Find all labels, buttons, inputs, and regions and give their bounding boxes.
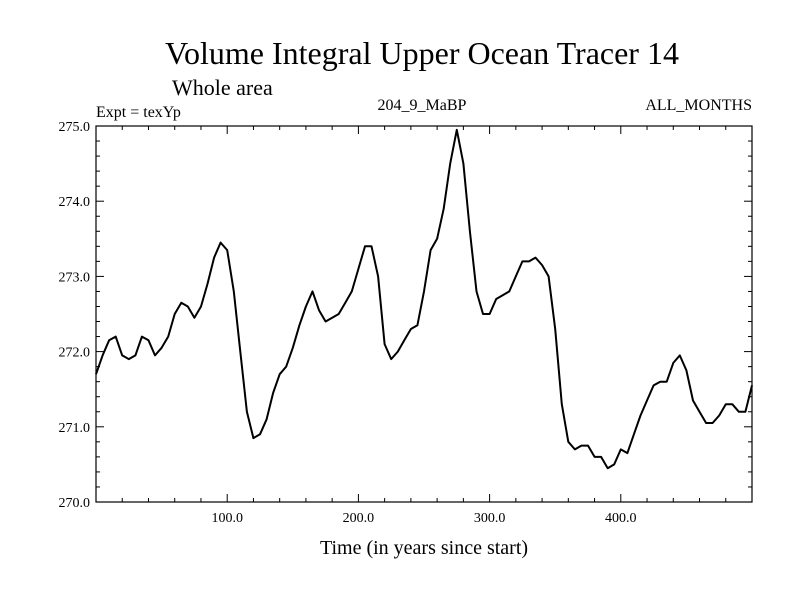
x-tick-label: 300.0 (474, 511, 506, 526)
x-axis-label: Time (in years since start) (320, 537, 528, 559)
y-tick-label: 275.0 (59, 120, 91, 135)
chart-title: Volume Integral Upper Ocean Tracer 14 (165, 35, 679, 71)
months-label: ALL_MONTHS (645, 97, 752, 114)
series-line (95, 128, 753, 470)
axis-tick-labels: 100.0 200.0 300.0 400.0 270.0 271.0 272.0 273.0… (59, 120, 637, 526)
y-tick-label: 270.0 (59, 496, 91, 511)
y-tick-label: 274.0 (59, 195, 91, 210)
x-tick-label: 400.0 (605, 511, 637, 526)
experiment-label: Expt = texYp (96, 104, 181, 121)
period-label: 204_9_MaBP (378, 97, 467, 114)
y-tick-label: 272.0 (59, 346, 91, 361)
x-tick-label: 200.0 (343, 511, 375, 526)
axis-ticks (96, 126, 752, 502)
chart-subtitle: Whole area (172, 75, 273, 100)
y-tick-label: 273.0 (59, 270, 91, 285)
y-tick-label: 271.0 (59, 421, 91, 436)
plot-frame (95, 125, 753, 503)
x-tick-label: 100.0 (211, 511, 243, 526)
